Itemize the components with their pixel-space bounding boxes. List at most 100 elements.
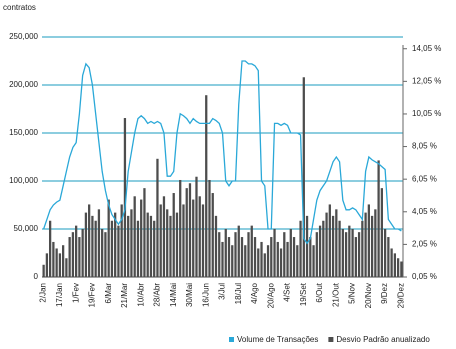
x-tick-label: 9/Dez — [380, 283, 389, 304]
bar — [149, 215, 153, 277]
y2-tick-label: 14,05 % — [412, 44, 441, 53]
line — [43, 60, 402, 245]
x-tick-label: 28/Abr — [153, 283, 162, 307]
bar — [253, 237, 257, 277]
bar — [218, 232, 221, 277]
y-axis-label: contratos — [3, 3, 36, 12]
bar — [383, 228, 387, 277]
x-tick-label: 30/Mai — [185, 283, 194, 307]
bar — [55, 248, 58, 277]
bar — [133, 196, 136, 277]
bar — [140, 199, 143, 277]
x-tick-label: 1/Fev — [71, 283, 80, 303]
bar — [62, 245, 65, 277]
bar — [143, 188, 146, 277]
bar — [361, 220, 364, 277]
bar — [380, 188, 383, 277]
y2-tick-label: 2,05 % — [412, 240, 437, 249]
bar — [52, 241, 55, 277]
y2-tick-label: 6,05 % — [412, 174, 437, 183]
bar — [221, 241, 224, 277]
bar — [335, 209, 338, 277]
bar — [58, 253, 62, 277]
bar — [305, 215, 309, 277]
bar — [97, 209, 101, 277]
bar — [341, 228, 344, 277]
bar — [65, 258, 68, 277]
x-tick-label: 16/Jun — [201, 283, 210, 307]
bar — [322, 220, 325, 277]
bar — [123, 118, 127, 277]
bar — [279, 248, 283, 277]
x-tick-label: 17/Jan — [55, 283, 64, 307]
bar — [81, 228, 84, 277]
bar — [292, 237, 296, 277]
bar — [344, 232, 348, 277]
y-tick-label: 50,000 — [14, 224, 39, 233]
y2-tick-label: 0,05 % — [412, 272, 437, 281]
bar — [318, 225, 322, 277]
bar — [357, 232, 361, 277]
bar — [192, 199, 195, 277]
y-tick-label: 100,000 — [9, 176, 38, 185]
bar — [328, 204, 331, 277]
bar — [286, 241, 289, 277]
bar — [201, 204, 205, 277]
bar — [78, 237, 81, 277]
bar — [120, 204, 123, 277]
y2-tick-label: 12,05 % — [412, 76, 441, 85]
bar — [88, 204, 91, 277]
bar — [162, 196, 166, 277]
bar — [136, 220, 140, 277]
x-tick-label: 21/Out — [331, 282, 340, 307]
bar — [91, 215, 94, 277]
bar — [302, 77, 305, 278]
bar — [250, 225, 253, 277]
bar — [146, 212, 149, 277]
x-tick-label: 4/Ago — [250, 282, 259, 303]
bar — [211, 193, 214, 277]
bar — [117, 225, 120, 277]
bar — [276, 241, 279, 277]
y-tick-label: 200,000 — [9, 80, 38, 89]
bar — [296, 245, 299, 277]
bar — [172, 193, 175, 277]
bar — [214, 215, 218, 277]
y-tick-label: 0 — [34, 272, 39, 281]
bar — [71, 232, 75, 277]
bar — [166, 209, 169, 277]
bar — [393, 253, 397, 277]
bar — [354, 237, 357, 277]
bar — [273, 228, 276, 277]
bar — [283, 232, 286, 277]
bar — [348, 225, 351, 277]
bar — [94, 220, 97, 277]
x-tick-label: 6/Out — [315, 282, 324, 302]
bar — [159, 204, 162, 277]
bar — [387, 237, 390, 277]
bar — [182, 204, 185, 277]
bar — [331, 215, 335, 277]
x-tick-label: 10/Abr — [136, 283, 145, 307]
x-tick-label: 4/Set — [283, 282, 292, 301]
x-tick-label: 29/Dez — [396, 283, 405, 308]
bar — [75, 225, 78, 277]
bar — [153, 220, 156, 277]
y-tick-label: 250,000 — [9, 32, 38, 41]
legend-swatch — [328, 337, 334, 342]
bar — [325, 212, 328, 277]
x-tick-label: 20/Nov — [364, 283, 373, 308]
bar — [205, 95, 208, 278]
x-tick-label: 18/Jul — [234, 283, 243, 305]
bar — [107, 199, 110, 277]
bar — [390, 248, 393, 277]
x-tick-label: 20/Ago — [266, 282, 275, 308]
bar — [156, 158, 159, 277]
legend-swatch — [229, 337, 234, 342]
bar — [289, 228, 292, 277]
bar — [45, 253, 49, 277]
x-tick-label: 19/Set — [299, 282, 308, 306]
x-tick-label: 2/Jan — [39, 283, 48, 303]
x-tick-label: 6/Mar — [104, 283, 113, 304]
bar — [240, 237, 244, 277]
